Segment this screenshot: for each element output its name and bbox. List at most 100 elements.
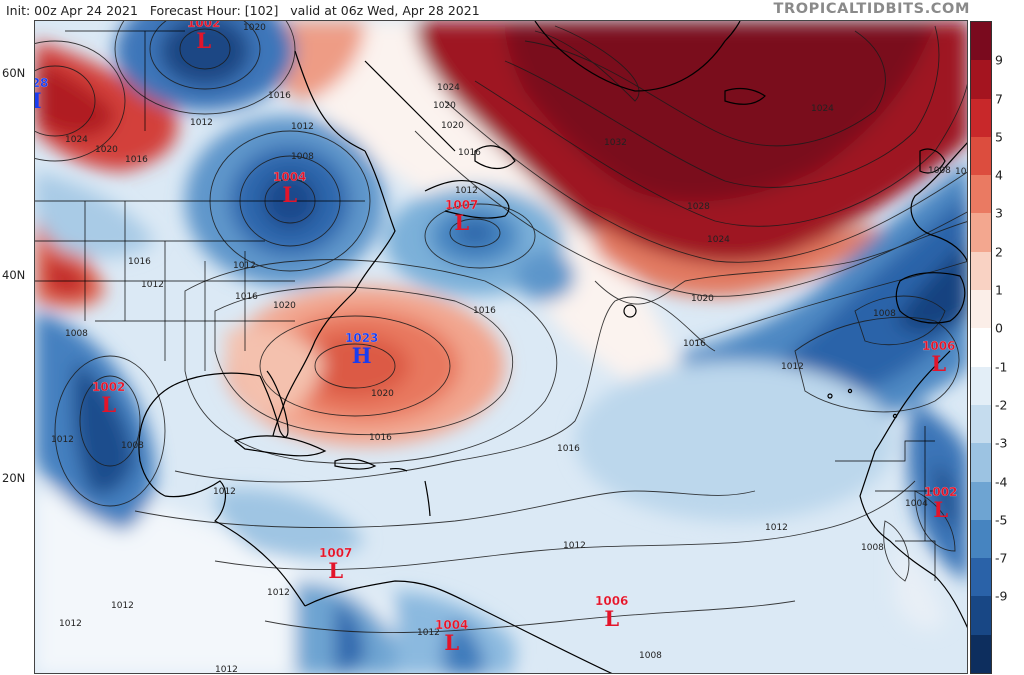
colorbar-segment (971, 22, 991, 61)
isobar-label: 1012 (233, 261, 256, 271)
colorbar-segment (971, 60, 991, 100)
isobar-label: 1012 (267, 588, 290, 598)
isobar-label: 1016 (125, 155, 148, 165)
isobar-label: 1012 (455, 186, 478, 196)
colorbar-segment (971, 634, 991, 674)
isobar-label: 1016 (128, 257, 151, 267)
isobar-label: 1012 (417, 628, 440, 638)
low-pressure-icon: 1002 L (924, 485, 958, 522)
isobar-label: 1008 (639, 651, 662, 661)
colorbar-tick-label: -5 (995, 512, 1008, 528)
colorbar-tick-label: 1 (995, 282, 1003, 298)
low-pressure-icon: 1006 L (595, 594, 629, 631)
colorbar-tick-label: -1 (995, 359, 1008, 375)
isobar-label: 1012 (765, 523, 788, 533)
isobar-label: 1012 (213, 487, 236, 497)
low-pressure-icon: 1004 L (273, 170, 307, 207)
colorbar-segment (971, 251, 991, 291)
colorbar-segment (971, 290, 991, 329)
isobar-label: 1016 (557, 444, 580, 454)
colorbar-segment (971, 328, 991, 368)
forecast-title: Init: 00z Apr 24 2021 Forecast Hour: [10… (6, 3, 480, 18)
political-borders (35, 30, 936, 581)
lat-label-20n: 20N (2, 471, 26, 485)
colorbar-segment (971, 481, 991, 521)
isobar-label: 1008 (861, 543, 884, 553)
isobar-label: 1012 (141, 280, 164, 290)
isobar-label: 1032 (604, 138, 627, 148)
isobar-label: 1020 (433, 101, 456, 111)
isobar-label: 1008 (65, 329, 88, 339)
isobar-label: 1016 (268, 91, 291, 101)
low-pressure-icon: 1007 L (445, 198, 479, 235)
colorbar-segment (971, 136, 991, 176)
isobar-label: 1020 (691, 294, 714, 304)
isobar-label: 1016 (683, 339, 706, 349)
isobar-label: 1020 (243, 23, 266, 33)
isobar-label: 1016 (235, 292, 258, 302)
isobar-label: 1020 (273, 301, 296, 311)
isobar-label: 1012 (215, 665, 238, 674)
colorbar-tick-label: 0 (995, 320, 1003, 336)
high-pressure-icon: 1028H (35, 76, 49, 111)
isobar-label: 1024 (707, 235, 730, 245)
isobar-label: 1008 (928, 166, 951, 176)
isobar-label: 1008 (873, 309, 896, 319)
low-pressure-icon: 1007 L (319, 546, 353, 583)
colorbar-segment (971, 213, 991, 253)
colorbar-tick-label: 9 (995, 52, 1003, 68)
isobar-label: 1024 (437, 83, 460, 93)
header-bar: Init: 00z Apr 24 2021 Forecast Hour: [10… (0, 0, 1024, 20)
colorbar-segment (971, 98, 991, 138)
isobar-label: 1008 (121, 441, 144, 451)
isobar-label: 1016 (369, 433, 392, 443)
colorbar-tick-label: 2 (995, 244, 1003, 260)
map-canvas[interactable]: 1020 1016 1024 1020 1016 1012 1012 1008 … (34, 20, 968, 674)
isobar-label: 1016 (473, 306, 496, 316)
colorbar-segment (971, 366, 991, 406)
lat-label-40n: 40N (2, 268, 26, 282)
isobar-label: 1012 (781, 362, 804, 372)
isobar-label: 1024 (811, 104, 834, 114)
colorbar-segment (971, 443, 991, 483)
colorbar-segment (971, 519, 991, 559)
low-pressure-icon: 1002 L (92, 380, 126, 417)
colorbar-tick-label: -7 (995, 550, 1008, 566)
colorbar-tick-label: -3 (995, 435, 1008, 451)
isobar-label: 1012 (190, 118, 213, 128)
isobar-label: 1004 (905, 499, 928, 509)
brand-watermark: TROPICALTIDBITS.COM (773, 1, 970, 17)
colorbar (970, 21, 992, 674)
colorbar-tick-label: -9 (995, 588, 1008, 604)
high-pressure-icon: 1023 H (345, 331, 379, 368)
isobar-label: 1020 (371, 389, 394, 399)
isobar-label: 1012 (291, 122, 314, 132)
lat-label-60n: 60N (2, 66, 26, 80)
isobar-label: 1016 (458, 148, 481, 158)
colorbar-tick-label: 7 (995, 91, 1003, 107)
anomaly-map-svg (35, 21, 967, 673)
low-pressure-icon: 1006 L (922, 339, 956, 376)
colorbar-tick-label: -2 (995, 397, 1008, 413)
isobar-label: 1012 (111, 601, 134, 611)
colorbar-tick-label: 5 (995, 129, 1003, 145)
isobar-label: 1012 (563, 541, 586, 551)
isobar-label: 1024 (65, 135, 88, 145)
colorbar-segment (971, 596, 991, 636)
low-pressure-icon: 1002 L (187, 20, 221, 53)
isobar-label: 1020 (95, 145, 118, 155)
colorbar-segment (971, 175, 991, 214)
colorbar-segment (971, 404, 991, 444)
colorbar-tick-label: 3 (995, 205, 1003, 221)
isobar-label: 1008 (291, 152, 314, 162)
isobar-label: 1020 (441, 121, 464, 131)
isobar-label: 1028 (687, 202, 710, 212)
isobar-label: 1016 (955, 167, 967, 177)
colorbar-tick-label: -4 (995, 474, 1008, 490)
colorbar-tick-label: 4 (995, 167, 1003, 183)
isobar-label: 1012 (59, 619, 82, 629)
low-pressure-icon: 1004 L (435, 618, 469, 655)
isobar-label: 1012 (51, 435, 74, 445)
anomaly-field (35, 21, 967, 673)
colorbar-segment (971, 558, 991, 597)
